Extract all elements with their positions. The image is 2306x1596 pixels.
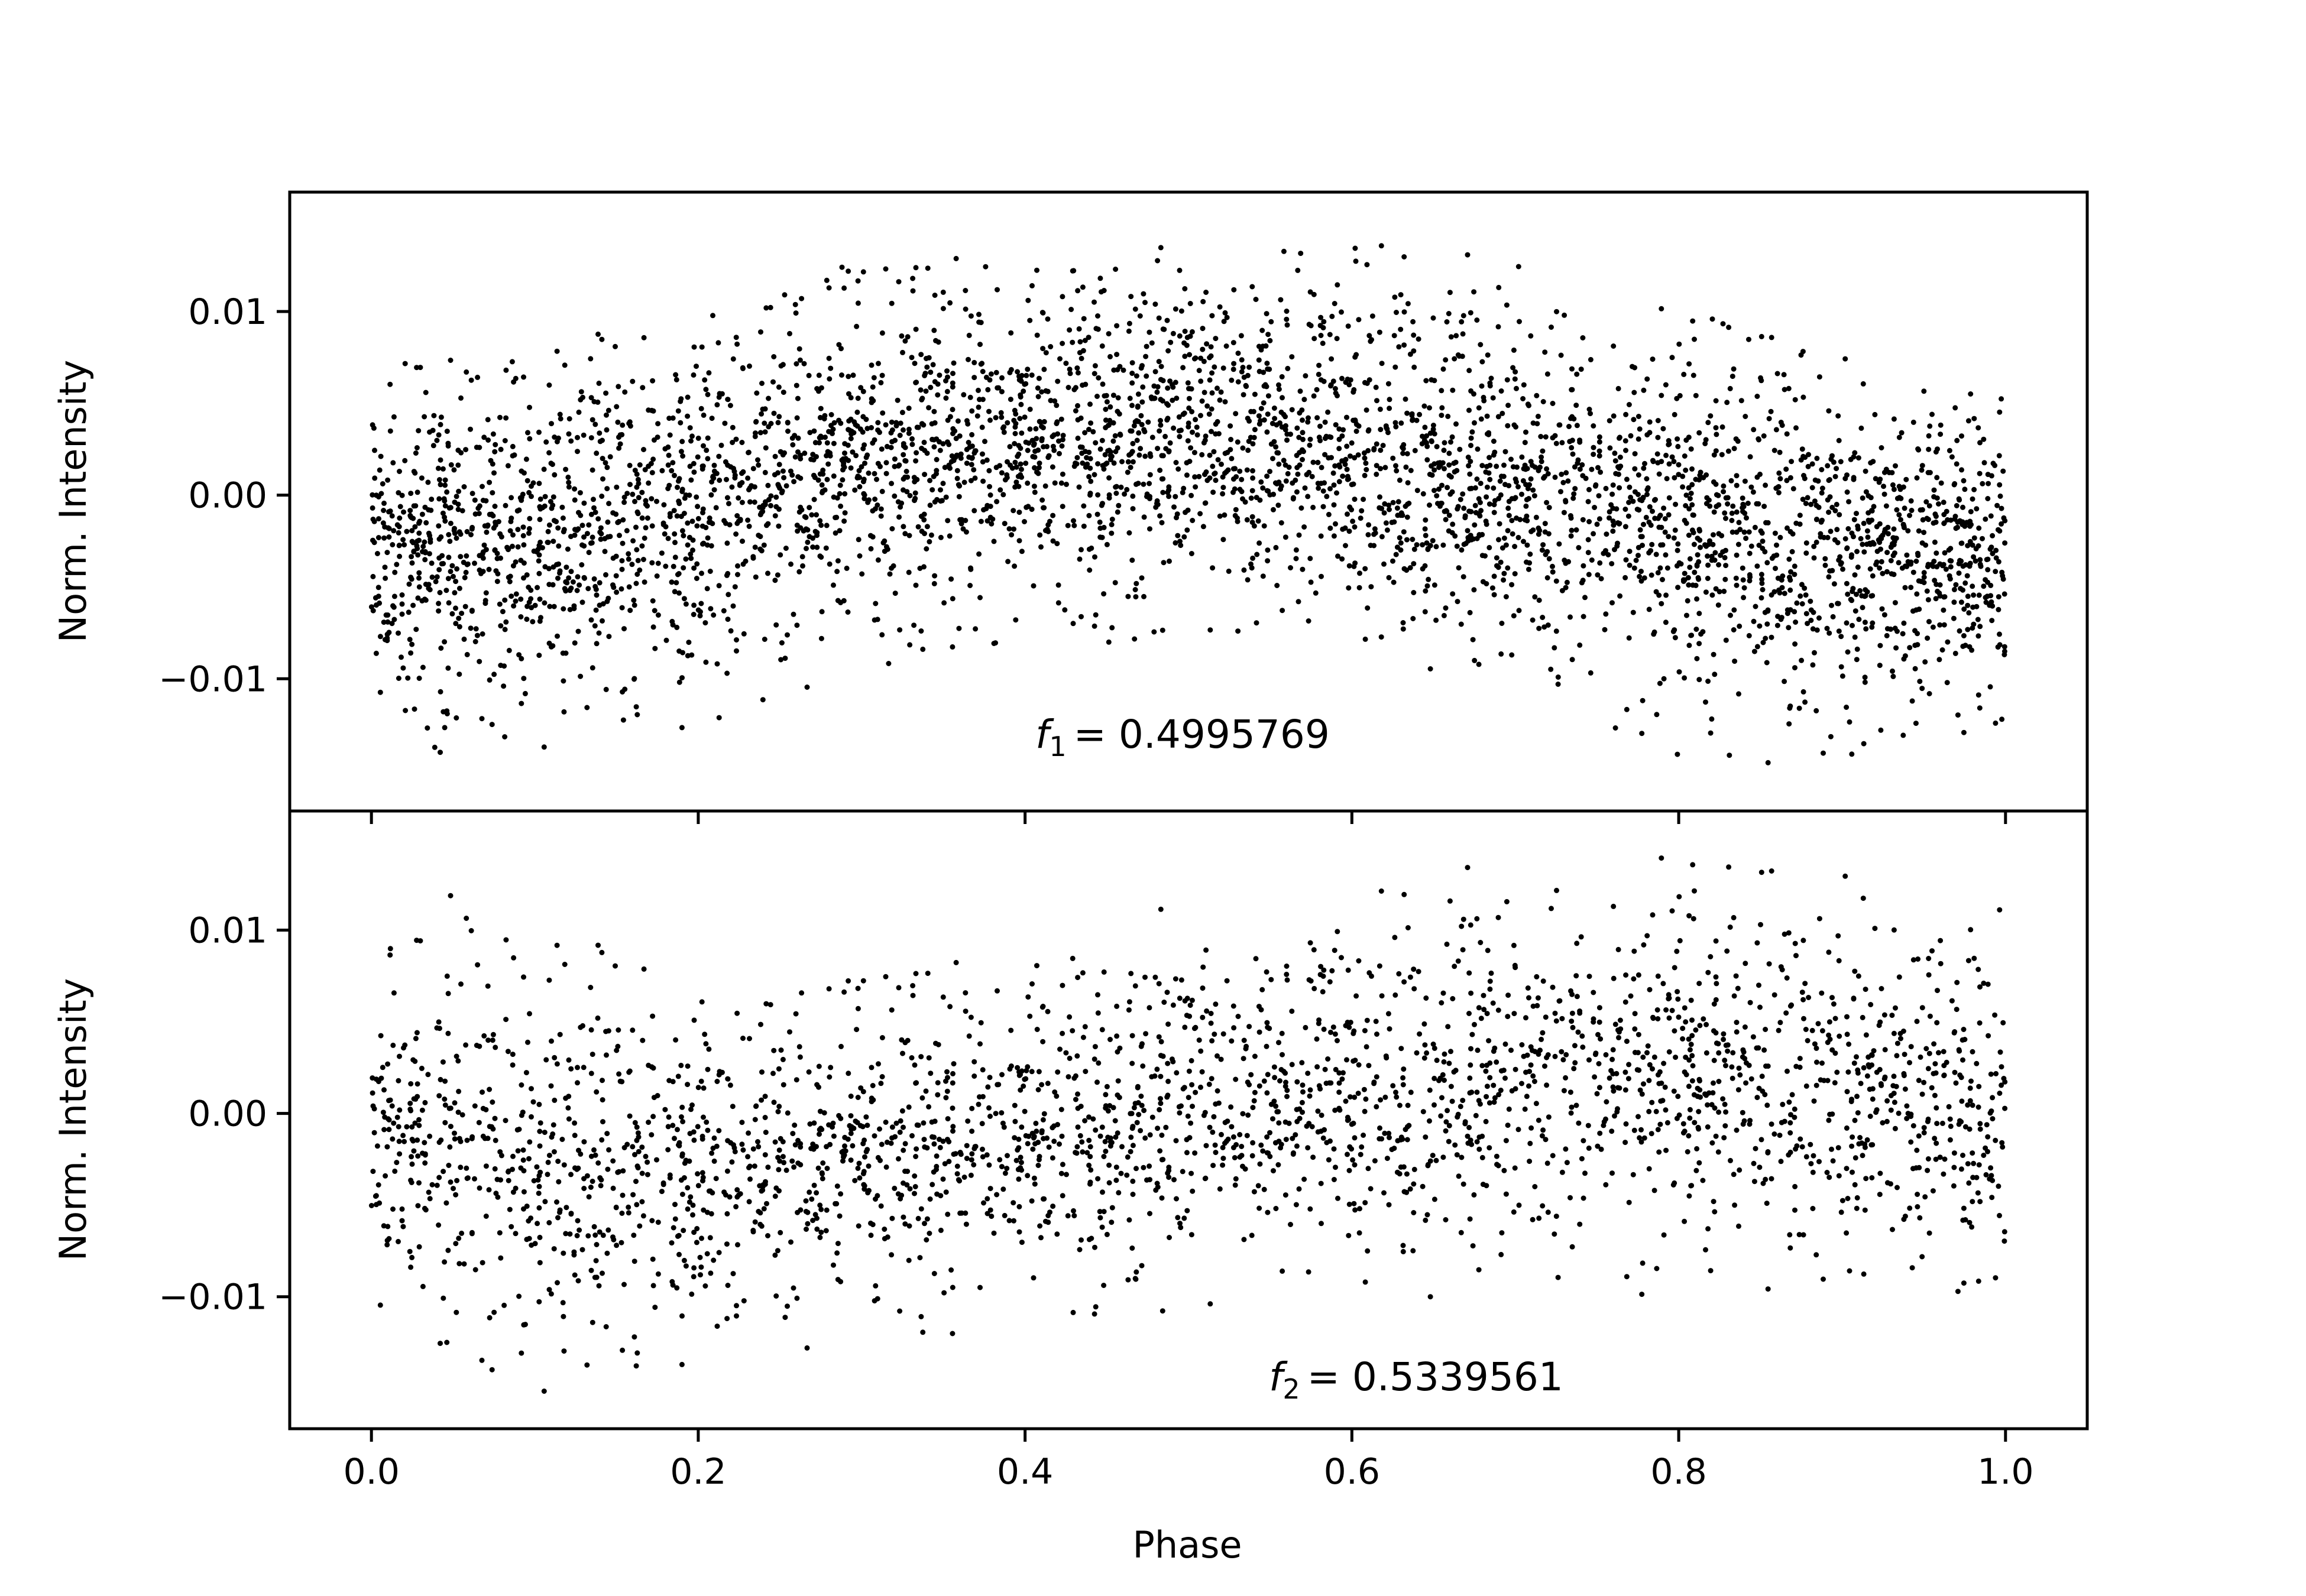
bottom-y-axis-label: Norm. Intensity (51, 978, 95, 1261)
bottom-y-tick-label: 0.01 (188, 910, 267, 952)
top-y-tick-label: 0.00 (188, 475, 267, 517)
bottom-scatter-points (368, 855, 2008, 1394)
bottom-x-tick-label: 0.8 (1650, 1451, 1706, 1493)
top-x-ticks (370, 811, 2007, 824)
top-y-tick-label: −0.01 (158, 658, 267, 700)
bottom-y-tick-label: 0.00 (188, 1094, 267, 1135)
top-point-cloud (368, 243, 2008, 765)
top-annotation-value: = 0.4995769 (1074, 712, 1330, 757)
bottom-annotation-value: = 0.5339561 (1307, 1354, 1563, 1400)
bottom-point-cloud (368, 855, 2008, 1394)
top-annotation-subscript: 1 (1049, 731, 1066, 763)
bottom-x-tick-label: 0.6 (1324, 1451, 1380, 1493)
bottom-x-tick-label: 0.4 (997, 1451, 1053, 1493)
bottom-y-ticks: 0.01 0.00 −0.01 (158, 910, 290, 1318)
bottom-annotation-subscript: 2 (1282, 1373, 1300, 1405)
top-y-ticks: 0.01 0.00 −0.01 (158, 291, 290, 700)
x-axis-label: Phase (1132, 1523, 1242, 1566)
bottom-y-tick-label: −0.01 (158, 1277, 267, 1318)
bottom-x-tick-label: 0.0 (343, 1451, 399, 1493)
bottom-x-tick-label: 1.0 (1977, 1451, 2033, 1493)
bottom-panel: 0.01 0.00 −0.01 0.0 0.2 0.4 0.6 0.8 1.0 Norm. I… (51, 809, 2089, 1566)
bottom-frequency-annotation: f2 = 0.5339561 (1269, 1354, 1563, 1405)
bottom-x-tick-label: 0.2 (670, 1451, 726, 1493)
top-y-axis-label: Norm. Intensity (51, 360, 95, 643)
top-frequency-annotation: f1 = 0.4995769 (1035, 712, 1330, 763)
top-y-tick-label: 0.01 (188, 291, 267, 333)
bottom-panel-frame (288, 809, 2089, 1430)
bottom-x-ticks: 0.0 0.2 0.4 0.6 0.8 1.0 (343, 1429, 2034, 1493)
top-panel: 0.01 0.00 −0.01 Norm. Intensity f1 = 0.4995… (51, 190, 2089, 824)
top-scatter-points (368, 243, 2008, 765)
